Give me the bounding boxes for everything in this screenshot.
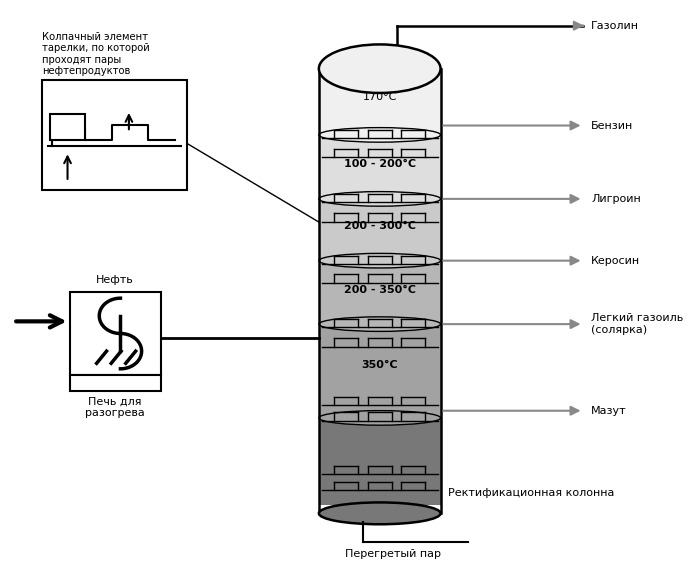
Bar xyxy=(70,292,161,375)
Text: Мазут: Мазут xyxy=(591,406,627,416)
Bar xyxy=(319,135,440,199)
Bar xyxy=(70,375,161,391)
Ellipse shape xyxy=(319,192,440,206)
Ellipse shape xyxy=(319,127,440,142)
Bar xyxy=(319,261,440,324)
Bar xyxy=(43,80,186,190)
Text: Легкий газоиль
(солярка): Легкий газоиль (солярка) xyxy=(591,314,683,335)
Ellipse shape xyxy=(319,503,440,525)
Bar xyxy=(319,68,440,135)
Text: Ректификационная колонна: Ректификационная колонна xyxy=(449,489,615,499)
Ellipse shape xyxy=(319,317,440,332)
Text: 170°C: 170°C xyxy=(362,93,397,102)
Text: Печь для
разогрева: Печь для разогрева xyxy=(85,397,145,418)
Bar xyxy=(50,114,84,140)
Bar xyxy=(319,199,440,261)
Text: 350°C: 350°C xyxy=(362,361,398,370)
Text: Колпачный элемент
тарелки, по которой
проходят пары
нефтепродуктов: Колпачный элемент тарелки, по которой пр… xyxy=(43,31,150,76)
Text: Нефть: Нефть xyxy=(96,275,134,285)
Ellipse shape xyxy=(319,254,440,268)
Bar xyxy=(319,324,440,418)
Text: 200 - 300°C: 200 - 300°C xyxy=(343,222,416,232)
Text: 200 - 350°C: 200 - 350°C xyxy=(343,285,416,295)
Text: 100 - 200°C: 100 - 200°C xyxy=(343,159,416,169)
Text: Керосин: Керосин xyxy=(591,256,641,266)
Text: Газолин: Газолин xyxy=(591,21,639,31)
Text: Перегретый пар: Перегретый пар xyxy=(345,549,441,559)
Bar xyxy=(319,418,440,504)
Ellipse shape xyxy=(319,44,440,93)
Text: Бензин: Бензин xyxy=(591,121,634,131)
Text: Лигроин: Лигроин xyxy=(591,194,641,204)
Ellipse shape xyxy=(319,411,440,425)
